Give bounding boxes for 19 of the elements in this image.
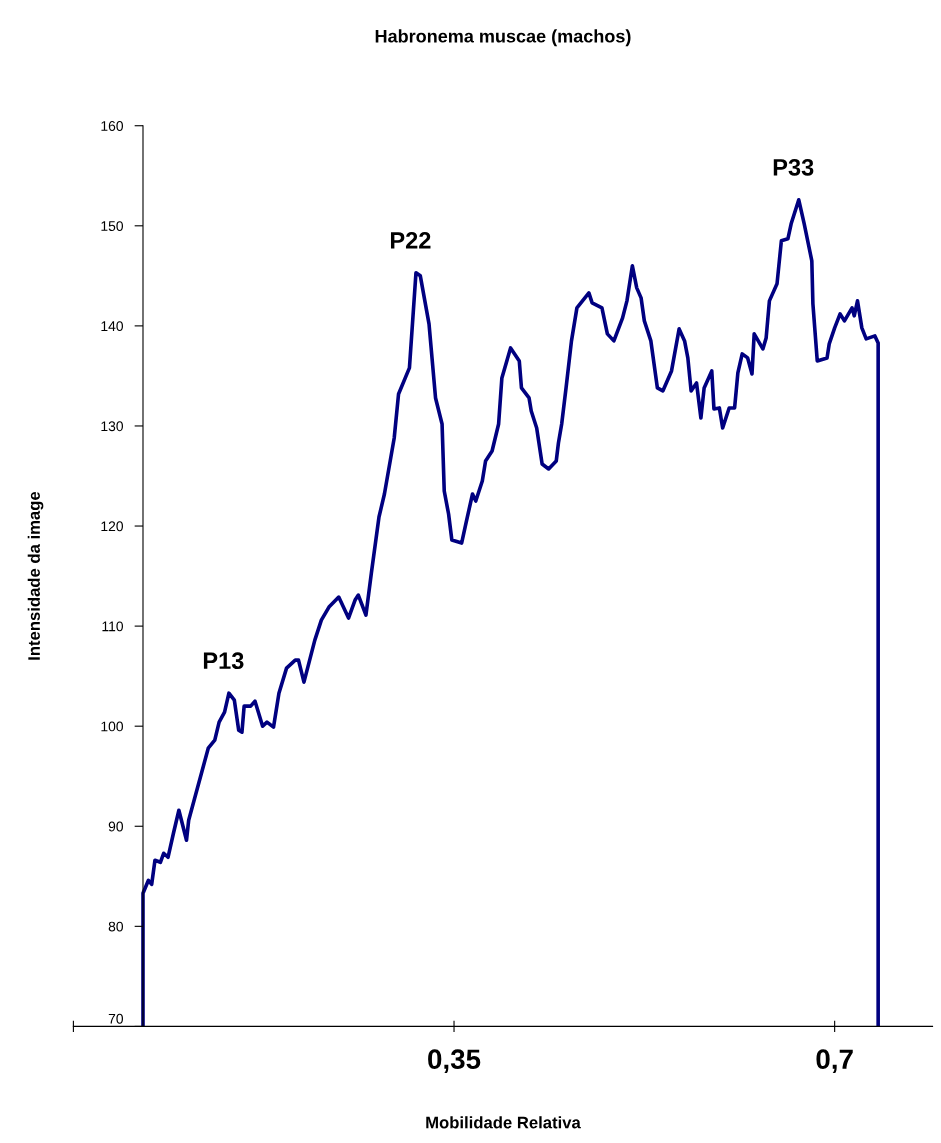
- y-tick-label: 140: [101, 321, 124, 332]
- y-tick-label: 100: [101, 721, 124, 732]
- annotation: P13: [203, 652, 244, 670]
- y-tick-label: 130: [101, 421, 124, 432]
- y-tick-label: 80: [108, 921, 124, 932]
- x-axis-title: Mobilidade Relativa: [426, 1116, 581, 1129]
- y-tick-label: 70: [108, 1013, 124, 1024]
- y-axis-title: Intensidade da image: [27, 491, 44, 660]
- x-tick-label: 0,7: [816, 1049, 853, 1074]
- annotation: P33: [773, 158, 814, 176]
- y-tick-label: 110: [102, 621, 124, 632]
- y-tick-label: 90: [108, 821, 124, 832]
- y-tick-label: 150: [101, 221, 124, 231]
- line-series: [141, 197, 880, 1027]
- y-tick-label: 120: [101, 521, 124, 532]
- chart-title: Habronema muscae (machos): [375, 29, 631, 47]
- y-tick-label: 160: [101, 121, 124, 131]
- annotation: P22: [390, 232, 431, 249]
- x-tick-label: 0,35: [428, 1049, 481, 1074]
